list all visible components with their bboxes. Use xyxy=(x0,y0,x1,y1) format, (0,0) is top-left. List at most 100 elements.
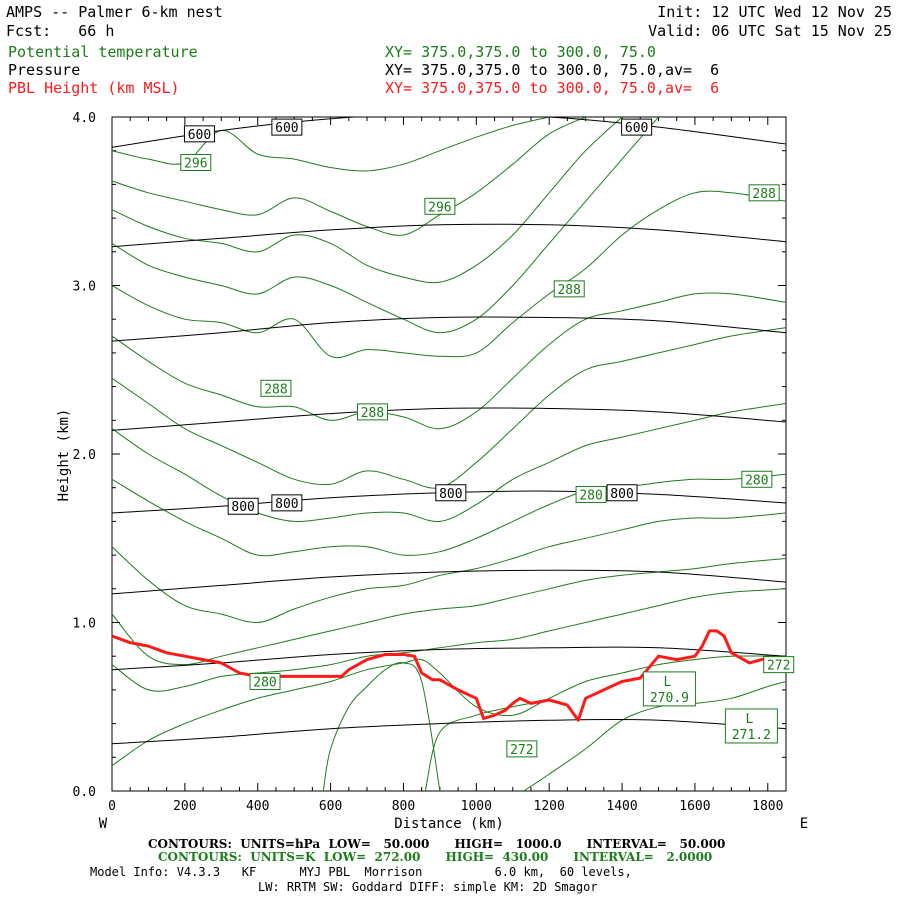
pressure-label-text: 800 xyxy=(275,497,298,512)
y-tick-label: 1.0 xyxy=(73,617,96,632)
pressure-contour-750 xyxy=(112,407,786,431)
y-tick-label: 3.0 xyxy=(73,280,96,295)
theta-minimum-value: 270.9 xyxy=(650,691,689,706)
theta-contour-286 xyxy=(112,292,786,430)
pressure-contour-600 xyxy=(112,117,786,148)
field-xy-pressure: XY= 375.0,375.0 to 300.0, 75.0,av= 6 xyxy=(385,61,720,79)
theta-minimum-value: 271.2 xyxy=(732,728,771,743)
field-name-pressure: Pressure xyxy=(8,61,81,79)
physics-info: LW: RRTM SW: Goddard DIFF: simple KM: 2D… xyxy=(258,880,598,894)
pressure-label-box xyxy=(227,497,259,515)
x-tick-label: 1400 xyxy=(606,799,637,814)
field-xy-theta: XY= 375.0,375.0 to 300.0, 75.0 xyxy=(385,43,656,61)
theta-label-box xyxy=(249,672,281,690)
x-tick-label: 600 xyxy=(319,799,342,814)
pressure-label-box xyxy=(435,484,467,502)
theta-label-box xyxy=(763,656,795,674)
theta-label-text: 288 xyxy=(264,382,287,397)
theta-contour-280 xyxy=(112,473,786,557)
theta-label: 272 xyxy=(763,656,795,674)
x-axis-label: Distance (km) xyxy=(394,816,504,832)
theta-label-box xyxy=(748,184,780,202)
theta-label-text: 288 xyxy=(361,406,384,421)
pressure-label-text: 600 xyxy=(188,128,211,143)
y-tick-label: 4.0 xyxy=(73,111,96,126)
theta-label: 288 xyxy=(260,379,292,397)
pressure-label: 800 xyxy=(606,484,638,502)
x-axis-left-end-label: W xyxy=(99,816,108,832)
theta-label-text: 272 xyxy=(510,743,533,758)
pressure-label-box xyxy=(183,125,215,143)
pressure-label-text: 600 xyxy=(275,121,298,136)
x-tick-label: 1800 xyxy=(752,799,783,814)
theta-contour-272 xyxy=(322,661,441,791)
pressure-contour-950 xyxy=(112,718,786,745)
x-tick-label: 0 xyxy=(108,799,116,814)
theta-label: 296 xyxy=(180,153,212,171)
theta-minimum-box xyxy=(642,671,696,707)
theta-label: 288 xyxy=(553,280,585,298)
theta-label-box xyxy=(553,280,585,298)
theta-label-box xyxy=(260,379,292,397)
theta-label-text: 272 xyxy=(767,659,790,674)
theta-contour-270 xyxy=(523,681,786,791)
theta-contours-info: CONTOURS: UNITS=K LOW= 272.00 HIGH= 430.… xyxy=(158,850,713,864)
theta-contour-294 xyxy=(112,117,586,236)
x-tick-label: 1600 xyxy=(679,799,710,814)
pressure-label: 800 xyxy=(435,484,467,502)
x-tick-label: 200 xyxy=(173,799,196,814)
pressure-contour-700 xyxy=(112,316,786,342)
theta-label: 288 xyxy=(748,184,780,202)
theta-label: 280 xyxy=(575,485,607,503)
x-axis-right-end-label: E xyxy=(800,816,808,832)
y-axis-label: Height (km) xyxy=(56,409,72,502)
y-tick-label: 0.0 xyxy=(73,785,96,800)
theta-contour-274 xyxy=(112,588,786,692)
theta-label-box xyxy=(741,470,773,488)
pressure-label: 800 xyxy=(271,494,303,512)
theta-contour-278 xyxy=(112,512,786,624)
theta-label: 280 xyxy=(249,672,281,690)
pressure-label-box xyxy=(271,494,303,512)
theta-label-box xyxy=(575,485,607,503)
theta-contour-288 xyxy=(112,190,786,358)
theta-label-text: 280 xyxy=(745,473,768,488)
pressure-label-text: 800 xyxy=(610,487,633,502)
theta-label-text: 296 xyxy=(184,156,207,171)
pressure-contour-850 xyxy=(112,569,786,595)
theta-contour-290 xyxy=(112,117,659,334)
field-name-pbl: PBL Height (km MSL) xyxy=(8,79,180,97)
theta-contour-272 xyxy=(424,702,532,791)
theta-minimum-box xyxy=(724,708,778,744)
theta-label: 272 xyxy=(506,740,538,758)
pressure-label-text: 800 xyxy=(439,487,462,502)
theta-label: 296 xyxy=(424,197,456,215)
theta-minimum-label: L xyxy=(664,675,672,690)
theta-contour-296 xyxy=(112,117,550,172)
theta-label: 280 xyxy=(741,470,773,488)
theta-label-text: 296 xyxy=(428,200,451,215)
pressure-label-text: 800 xyxy=(231,500,254,515)
pressure-label: 600 xyxy=(621,118,653,136)
plot-title: AMPS -- Palmer 6-km nest xyxy=(6,3,223,21)
pressure-label-box xyxy=(621,118,653,136)
x-tick-label: 800 xyxy=(392,799,415,814)
theta-label-box xyxy=(356,403,388,421)
valid-time: Valid: 06 UTC Sat 15 Nov 25 xyxy=(648,22,892,40)
y-tick-label: 2.0 xyxy=(73,448,96,463)
pressure-label-box xyxy=(606,484,638,502)
pressure-label: 800 xyxy=(227,497,259,515)
theta-label-text: 280 xyxy=(579,488,602,503)
init-time: Init: 12 UTC Wed 12 Nov 25 xyxy=(657,3,892,21)
pressure-label: 600 xyxy=(271,118,303,136)
theta-label-text: 288 xyxy=(557,283,580,298)
pressure-label-box xyxy=(271,118,303,136)
theta-label-text: 280 xyxy=(253,675,276,690)
forecast-hour: Fcst: 66 h xyxy=(6,22,115,40)
theta-label-box xyxy=(180,153,212,171)
x-tick-label: 1200 xyxy=(534,799,565,814)
x-tick-label: 1000 xyxy=(461,799,492,814)
